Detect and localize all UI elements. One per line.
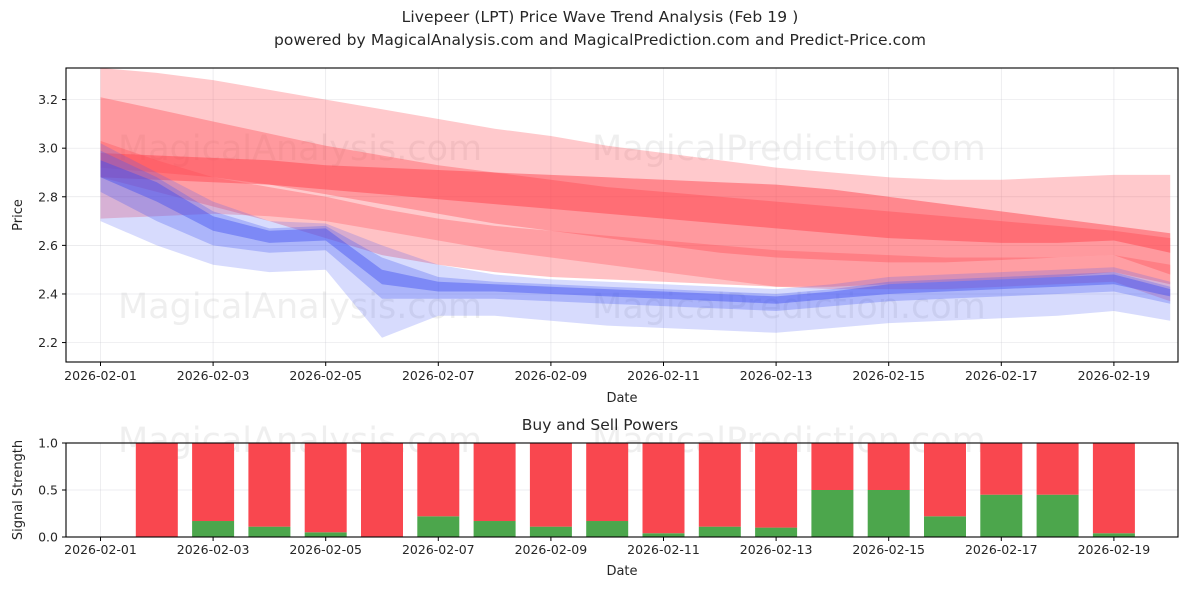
bar-sell-power — [361, 443, 403, 537]
x-tick-label: 2026-02-13 — [740, 368, 813, 383]
bar-sell-power — [304, 443, 347, 533]
x-tick-label: 2026-02-17 — [965, 542, 1038, 557]
bottom-y-axis-title: Signal Strength — [11, 440, 26, 540]
price-band-buy-mid — [100, 150, 1171, 311]
x-tick-label: 2026-02-19 — [1078, 542, 1151, 557]
bar-sell-power — [980, 443, 1023, 495]
x-tick-label: 2026-02-19 — [1078, 368, 1151, 383]
bar-sell-power — [755, 443, 798, 528]
watermark-text: MagicalAnalysis.com — [118, 129, 482, 169]
page-subtitle: powered by MagicalAnalysis.com and Magic… — [273, 31, 927, 49]
bar-buy-power — [586, 521, 629, 537]
x-tick-label: 2026-02-07 — [402, 542, 475, 557]
bar-buy-power — [473, 521, 516, 537]
x-tick-label: 2026-02-15 — [852, 542, 925, 557]
y-tick-label: 0.0 — [38, 530, 58, 545]
top-price-bands — [100, 68, 1171, 338]
x-tick-label: 2026-02-15 — [852, 368, 925, 383]
x-tick-label: 2026-02-11 — [627, 542, 700, 557]
price-band-sell-outer — [100, 68, 1171, 302]
price-band-buy-outer — [100, 143, 1171, 338]
bar-buy-power — [867, 490, 910, 537]
watermark-layer-top: MagicalAnalysis.com MagicalPrediction.com… — [118, 129, 986, 327]
bar-buy-power — [980, 494, 1023, 537]
price-band-sell-core — [100, 153, 1171, 253]
bar-sell-power — [192, 443, 235, 522]
x-tick-label: 2026-02-05 — [289, 542, 362, 557]
bar-sell-power — [473, 443, 516, 522]
bottom-x-axis-title: Date — [606, 564, 637, 579]
bar-sell-power — [642, 443, 685, 534]
x-tick-label: 2026-02-13 — [740, 542, 813, 557]
y-tick-label: 2.8 — [38, 189, 58, 204]
top-plot-border — [65, 67, 1179, 363]
y-tick-label: 3.2 — [38, 92, 58, 107]
bar-buy-power — [248, 526, 291, 537]
price-band-buy-core — [100, 160, 1171, 304]
bar-buy-power — [755, 527, 798, 537]
bar-buy-power — [1092, 533, 1135, 537]
y-tick-label: 2.4 — [38, 286, 58, 301]
top-gridlines — [66, 68, 1178, 362]
y-tick-label: 1.0 — [38, 436, 58, 451]
x-tick-label: 2026-02-09 — [515, 368, 588, 383]
x-tick-label: 2026-02-03 — [177, 542, 250, 557]
bar-buy-power — [811, 490, 854, 537]
y-tick-label: 2.6 — [38, 238, 58, 253]
y-tick-label: 3.0 — [38, 141, 58, 156]
bar-sell-power — [529, 443, 572, 527]
bottom-axes: 0.0 0.5 1.0 2026-02-01 2026-02-03 2026-02-05 2… — [11, 436, 1179, 579]
bar-buy-power — [304, 532, 347, 537]
bottom-bars — [135, 443, 1135, 537]
watermark-text: MagicalPrediction.com — [592, 129, 986, 169]
bar-buy-power — [192, 521, 235, 537]
top-x-axis-title: Date — [606, 391, 637, 406]
x-tick-label: 2026-02-07 — [402, 368, 475, 383]
bar-buy-power — [417, 516, 460, 537]
bar-sell-power — [1092, 443, 1135, 534]
bar-sell-power — [1036, 443, 1079, 495]
x-tick-label: 2026-02-01 — [64, 368, 137, 383]
bar-buy-power — [1036, 494, 1079, 537]
bar-sell-power — [867, 443, 910, 490]
price-band-sell-inner — [100, 140, 1171, 287]
x-tick-label: 2026-02-09 — [515, 542, 588, 557]
bar-sell-power — [135, 443, 178, 537]
x-tick-label: 2026-02-11 — [627, 368, 700, 383]
watermark-text: MagicalPrediction.com — [592, 287, 986, 327]
bar-buy-power — [698, 526, 741, 537]
page-title: Livepeer (LPT) Price Wave Trend Analysis… — [401, 8, 799, 26]
lower-chart-title: Buy and Sell Powers — [521, 416, 679, 434]
x-tick-label: 2026-02-03 — [177, 368, 250, 383]
bar-sell-power — [586, 443, 629, 522]
watermark-text: MagicalAnalysis.com — [118, 287, 482, 327]
bar-sell-power — [698, 443, 741, 527]
bar-sell-power — [248, 443, 291, 527]
x-tick-label: 2026-02-01 — [64, 542, 137, 557]
bar-buy-power — [642, 533, 685, 537]
bar-sell-power — [811, 443, 854, 490]
price-band-sell-mid — [100, 97, 1171, 275]
top-axes: 2.2 2.4 2.6 2.8 3.0 3.2 2026-02-01 2026-02-03 20… — [11, 67, 1179, 406]
bar-sell-power — [924, 443, 966, 517]
x-tick-label: 2026-02-17 — [965, 368, 1038, 383]
y-tick-label: 2.2 — [38, 335, 58, 350]
bar-buy-power — [529, 526, 572, 537]
y-tick-label: 0.5 — [38, 483, 58, 498]
bar-buy-power — [924, 516, 966, 537]
top-y-axis-title: Price — [11, 199, 26, 231]
bar-sell-power — [417, 443, 460, 517]
x-tick-label: 2026-02-05 — [289, 368, 362, 383]
